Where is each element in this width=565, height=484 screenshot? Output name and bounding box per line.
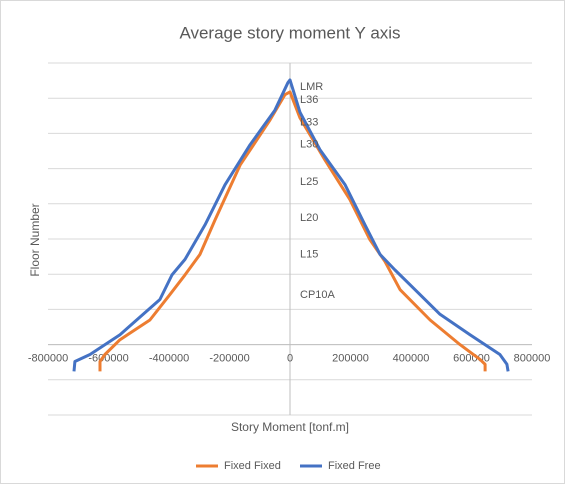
floor-label: L20: [300, 212, 318, 224]
x-tick-label: -800000: [28, 353, 68, 365]
x-tick-label: -400000: [149, 353, 189, 365]
series-line: [72, 78, 510, 372]
chart-title: Average story moment Y axis: [179, 23, 400, 42]
x-tick-label: 200000: [332, 353, 369, 365]
floor-label: L30: [300, 139, 318, 151]
x-tick-label: -200000: [209, 353, 249, 365]
floor-label: CP10A: [300, 289, 336, 301]
x-tick-label: 800000: [514, 353, 551, 365]
legend-label: Fixed Free: [328, 460, 381, 472]
x-tick-label: -600000: [88, 353, 128, 365]
floor-label: L33: [300, 117, 318, 129]
floor-label: L25: [300, 176, 318, 188]
floor-label: L36: [300, 94, 318, 106]
x-axis-title: Story Moment [tonf.m]: [231, 420, 349, 434]
x-tick-label: 400000: [393, 353, 430, 365]
series-line: [98, 90, 487, 372]
floor-label: L15: [300, 248, 318, 260]
y-axis-title: Floor Number: [28, 203, 42, 276]
legend-label: Fixed Fixed: [224, 460, 281, 472]
floor-label: LMR: [300, 81, 323, 93]
x-tick-label: 0: [287, 353, 293, 365]
